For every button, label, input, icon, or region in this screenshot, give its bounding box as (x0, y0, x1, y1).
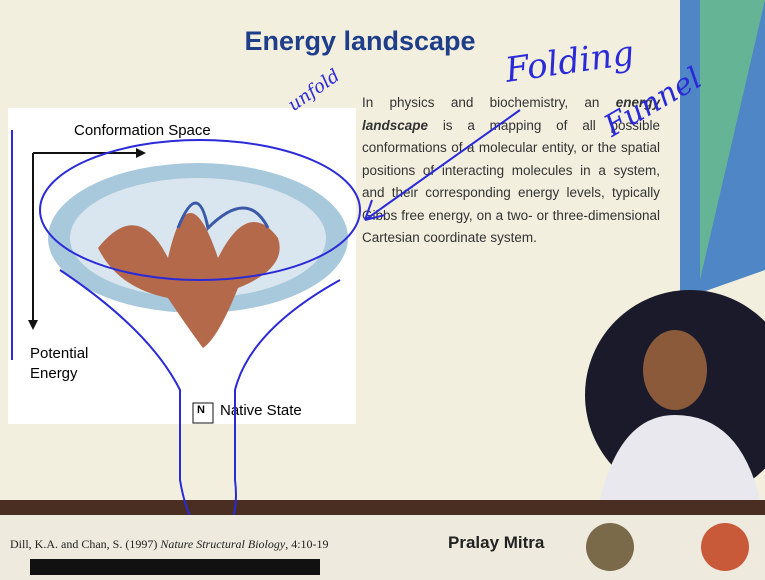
footer: Dill, K.A. and Chan, S. (1997) Nature St… (0, 515, 765, 580)
citation: Dill, K.A. and Chan, S. (1997) Nature St… (10, 537, 329, 552)
slide: Energy landscape In physics and biochemi… (0, 0, 765, 580)
citation-authors: Dill, K.A. and Chan, S. (1997) (10, 537, 157, 551)
presenter-video (580, 285, 765, 500)
citation-journal: Nature Structural Biology (160, 537, 285, 551)
citation-pages: , 4:10-19 (285, 537, 328, 551)
presenter: Pralay Mitra (448, 533, 544, 553)
toolbar (30, 559, 320, 575)
logos (580, 519, 760, 579)
